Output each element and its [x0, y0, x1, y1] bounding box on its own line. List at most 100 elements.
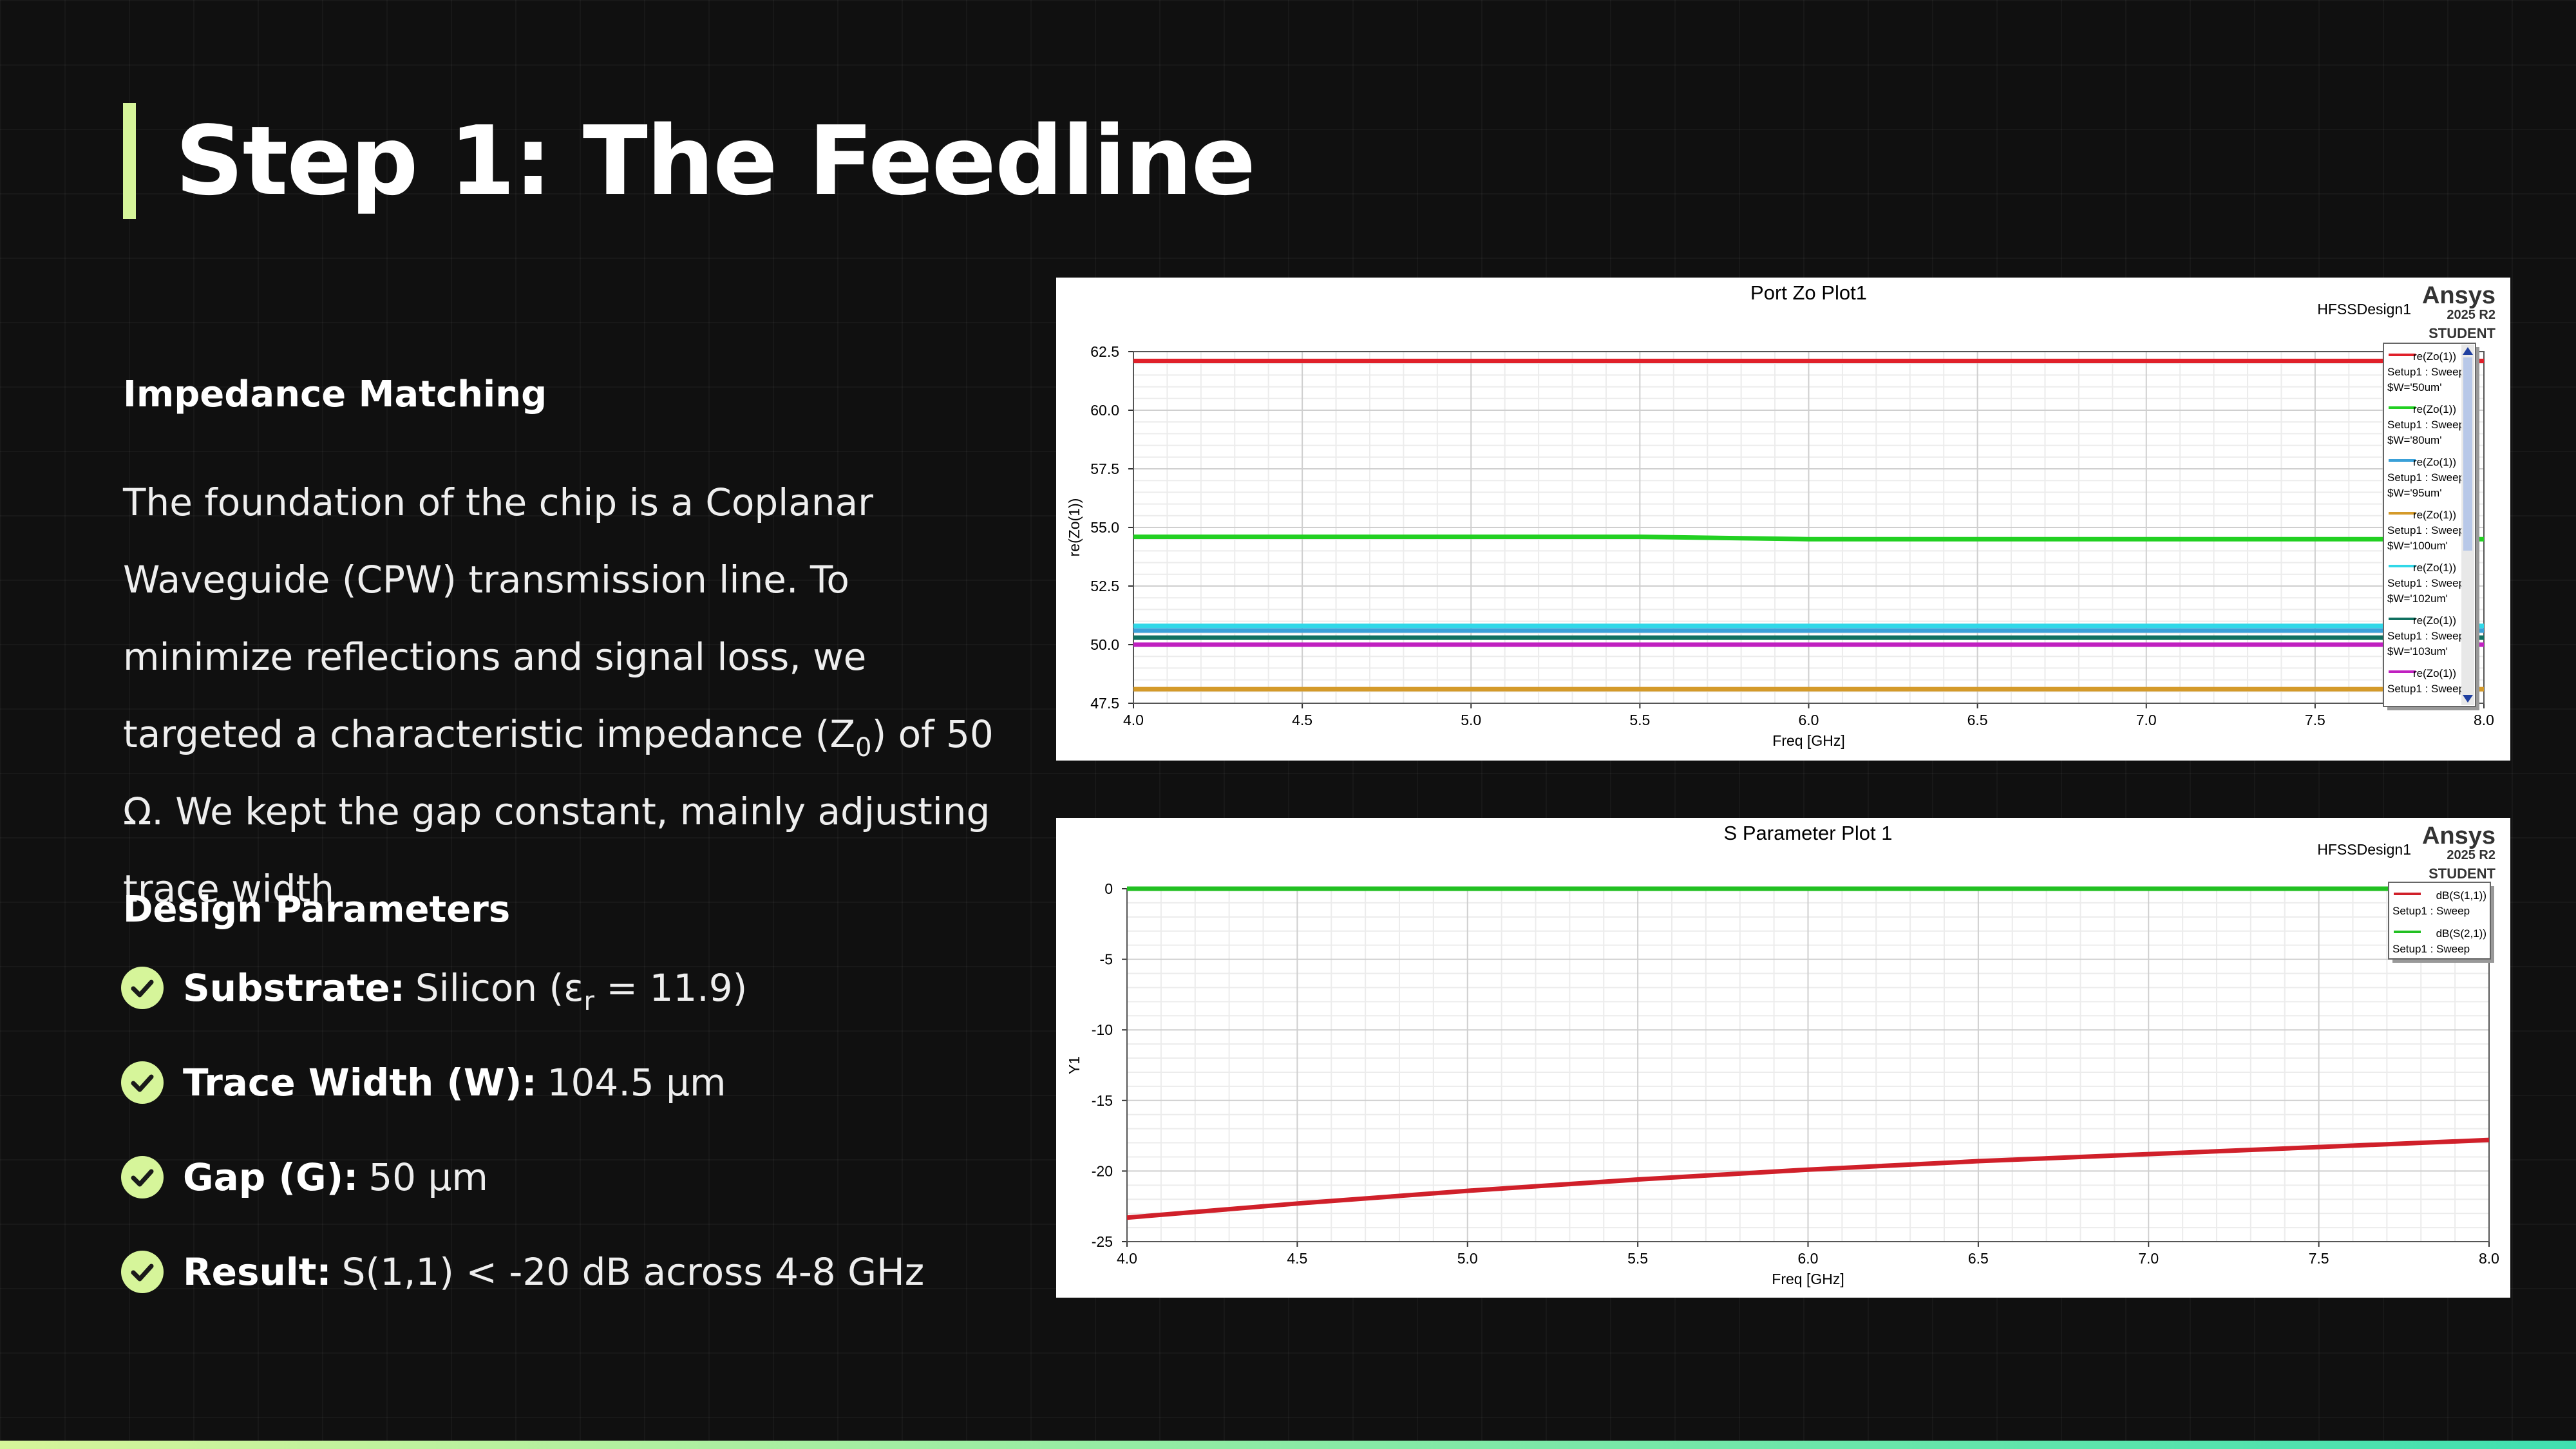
bottom-bar — [0, 1441, 2576, 1449]
x-tick-label: 6.0 — [1799, 712, 1819, 728]
legend-sweep: Setup1 : Sweep — [2387, 419, 2465, 431]
y-tick-label: -15 — [1092, 1092, 1113, 1109]
parameter-label: Result: — [183, 1250, 332, 1294]
text-run: = 11.9) — [594, 966, 748, 1010]
legend-sweep: Setup1 : Sweep — [2392, 905, 2470, 917]
y-tick-label: -10 — [1092, 1021, 1113, 1038]
y-tick-label: -5 — [1100, 951, 1113, 968]
legend-label: re(Zo(1)) — [2413, 562, 2456, 574]
x-tick-label: 7.0 — [2138, 1250, 2159, 1267]
y-tick-label: -20 — [1092, 1162, 1113, 1179]
parameter-item: Gap (G): 50 μm — [121, 1155, 488, 1199]
check-circle — [121, 967, 164, 1009]
text-run: 104.5 μm — [547, 1061, 726, 1104]
legend-sweep: Setup1 : Sweep — [2387, 366, 2465, 378]
title-accent — [123, 103, 136, 219]
x-tick-label: 4.0 — [1123, 712, 1144, 728]
design-name: HFSSDesign1 — [2317, 301, 2411, 317]
parameter-value: 50 μm — [368, 1155, 488, 1199]
edition: STUDENT — [2429, 325, 2496, 341]
parameter-label: Gap (G): — [183, 1155, 359, 1199]
y-tick-label: 47.5 — [1090, 695, 1119, 712]
x-tick-label: 4.0 — [1117, 1250, 1137, 1267]
check-icon — [121, 967, 164, 1009]
legend-label: dB(S(2,1)) — [2436, 927, 2486, 940]
subscript: r — [583, 987, 594, 1016]
x-tick-label: 5.0 — [1457, 1250, 1478, 1267]
scroll-thumb — [2463, 357, 2472, 551]
paragraph: The foundation of the chip is a Coplanar… — [123, 464, 1025, 927]
x-tick-label: 6.5 — [1967, 712, 1988, 728]
scroll-up — [2463, 347, 2473, 355]
parameter-value: 104.5 μm — [547, 1061, 726, 1104]
parameter-value: Silicon (εr = 11.9) — [415, 966, 748, 1014]
legend: dB(S(1,1)) Setup1 : Sweep dB(S(2,1)) Setup1… — [2392, 889, 2486, 955]
legend-param: $W='80um' — [2387, 434, 2441, 446]
legend-sweep: Setup1 : Sweep — [2387, 683, 2465, 695]
text-run: The foundation of the chip is a Coplanar… — [123, 480, 873, 756]
check-mark — [131, 1169, 154, 1187]
y-tick-label: 52.5 — [1090, 578, 1119, 594]
y-tick-label: 0 — [1104, 880, 1113, 897]
text-run: 50 μm — [368, 1155, 488, 1199]
x-tick-label: 7.5 — [2305, 712, 2325, 728]
legend-label: re(Zo(1)) — [2413, 456, 2456, 468]
y-tick-label: -25 — [1092, 1233, 1113, 1250]
legend-param: $W='50um' — [2387, 381, 2441, 393]
parameter-value: S(1,1) < -20 dB across 4-8 GHz — [342, 1250, 925, 1294]
legend-param: $W='103um' — [2387, 645, 2448, 658]
legend-sweep: Setup1 : Sweep — [2387, 577, 2465, 589]
legend-param: $W='100um' — [2387, 540, 2448, 552]
check-icon — [121, 1156, 164, 1198]
x-tick-label: 4.5 — [1287, 1250, 1307, 1267]
plot-frame — [1133, 351, 2485, 704]
series-line — [1133, 535, 2484, 542]
series-line — [1126, 1137, 2490, 1220]
x-tick-label: 8.0 — [2474, 712, 2494, 728]
legend-box — [2383, 343, 2476, 707]
x-tick-label: 5.0 — [1461, 712, 1481, 728]
x-tick-label: 6.5 — [1968, 1250, 1989, 1267]
x-tick-label: 5.5 — [1629, 712, 1650, 728]
subscript: 0 — [855, 733, 872, 762]
check-circle — [121, 1156, 164, 1198]
legend-label: re(Zo(1)) — [2413, 614, 2456, 627]
y-tick-label: 60.0 — [1090, 402, 1119, 419]
x-tick-label: 8.0 — [2479, 1250, 2499, 1267]
x-tick-label: 7.0 — [2136, 712, 2157, 728]
text-run: Silicon (ε — [415, 966, 584, 1010]
section-heading: Design Parameters — [123, 889, 511, 931]
y-tick-label: 57.5 — [1090, 460, 1119, 477]
check-circle — [121, 1061, 164, 1104]
y-tick-label: 50.0 — [1090, 636, 1119, 653]
x-tick-label: 4.5 — [1292, 712, 1312, 728]
legend-label: re(Zo(1)) — [2413, 350, 2456, 363]
version: 2025 R2 — [2447, 848, 2496, 862]
y-axis-label: Y1 — [1066, 1056, 1083, 1074]
parameter-label: Substrate: — [183, 966, 405, 1010]
brand: Ansys — [2422, 822, 2496, 849]
text-run: ) of 50 Ω. We kept the gap constant, mai… — [123, 712, 994, 911]
x-tick-label: 7.5 — [2309, 1250, 2329, 1267]
design-name: HFSSDesign1 — [2317, 841, 2411, 858]
section-heading: Impedance Matching — [123, 374, 547, 415]
y-tick-label: 55.0 — [1090, 519, 1119, 536]
y-axis-label: re(Zo(1)) — [1066, 498, 1083, 557]
parameter-item: Trace Width (W): 104.5 μm — [121, 1061, 726, 1104]
legend-param: $W='95um' — [2387, 487, 2441, 499]
legend-sweep: Setup1 : Sweep — [2387, 471, 2465, 484]
y-tick-label: 62.5 — [1090, 343, 1119, 360]
parameter-item: Result: S(1,1) < -20 dB across 4-8 GHz — [121, 1250, 924, 1294]
x-tick-label: 6.0 — [1798, 1250, 1819, 1267]
legend-param: $W='102um' — [2387, 592, 2448, 605]
legend: re(Zo(1)) Setup1 : Sweep $W='50um' re(Zo(1)… — [2387, 350, 2465, 695]
chart-title: Port Zo Plot1 — [1750, 281, 1867, 304]
check-mark — [131, 1074, 154, 1092]
check-mark — [131, 1264, 154, 1282]
legend-label: re(Zo(1)) — [2413, 509, 2456, 521]
edition: STUDENT — [2429, 866, 2496, 882]
check-icon — [121, 1061, 164, 1104]
